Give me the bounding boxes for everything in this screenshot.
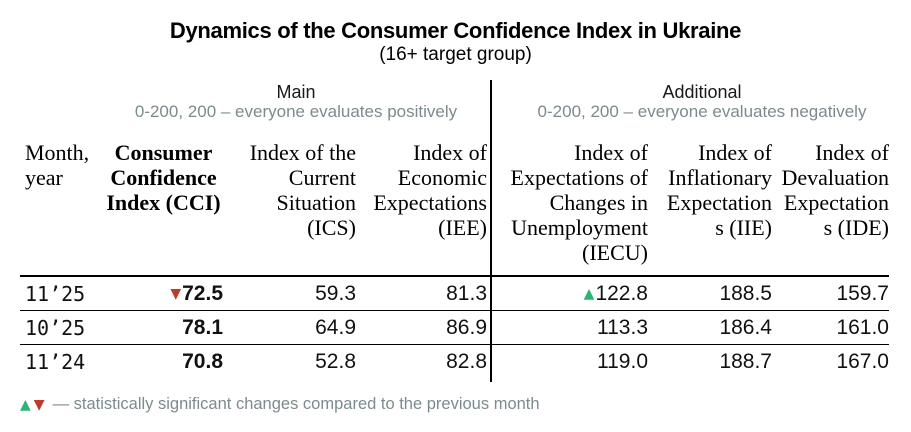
legend-down-triangle-icon: ▼ xyxy=(33,396,45,413)
iecu-value-text: 122.8 xyxy=(595,281,648,305)
cci-value-text: 72.5 xyxy=(182,281,223,305)
section-main-scale-note: 0-200, 200 – everyone evaluates positive… xyxy=(134,102,458,121)
iecu-value: 113.3 xyxy=(597,315,648,339)
cci-value: ▼ 72.5 xyxy=(100,282,227,306)
page-title: Dynamics of the Consumer Confidence Inde… xyxy=(169,18,742,43)
section-main: Main 0-200, 200 – everyone evaluates pos… xyxy=(100,82,492,122)
iee-value: 82.8 xyxy=(446,350,487,373)
iee-value: 81.3 xyxy=(446,281,487,305)
header-iie: Index of Inflationary Expectation s (IIE… xyxy=(666,140,772,240)
header-iee: Index of Economic Expectations (IEE) xyxy=(373,140,487,240)
cci-value: 70.8 xyxy=(182,350,223,373)
iie-value: 186.4 xyxy=(719,315,772,339)
ide-value: 159.7 xyxy=(836,281,889,305)
table-header-row: Month, year Consumer Confidence Index (C… xyxy=(20,140,889,277)
iecu-value: 119.0 xyxy=(597,350,648,373)
table-row: 11’25 ▼ 72.5 59.3 81.3 ▲ 122.8 188.5 159… xyxy=(20,277,889,311)
legend-up-triangle-icon: ▲ xyxy=(20,396,31,413)
table-row: 11’24 70.8 52.8 82.8 119.0 188.7 167.0 xyxy=(20,345,889,379)
header-ide: Index of Devaluation Expectation s (IDE) xyxy=(781,140,889,240)
month-value: 11’24 xyxy=(25,350,86,374)
ics-value: 59.3 xyxy=(315,281,356,305)
iecu-value: ▲ 122.8 xyxy=(490,282,648,306)
ide-value: 167.0 xyxy=(836,350,889,373)
header-month-year: Month, year xyxy=(25,140,90,190)
header-ics: Index of the Current Situation (ICS) xyxy=(249,140,356,240)
month-value: 10’25 xyxy=(25,315,86,340)
page-subtitle: (16+ target group) xyxy=(379,44,532,65)
section-additional-label: Additional xyxy=(662,82,742,102)
header-iecu: Index of Expectations of Changes in Unem… xyxy=(510,140,648,265)
iie-value: 188.5 xyxy=(719,281,772,305)
table-row: 10’25 78.1 64.9 86.9 113.3 186.4 161.0 xyxy=(20,311,889,345)
significant-decrease-icon: ▼ xyxy=(170,285,182,302)
cci-value: 78.1 xyxy=(182,315,223,339)
month-value: 11’25 xyxy=(25,281,86,306)
index-table: Month, year Consumer Confidence Index (C… xyxy=(20,140,889,379)
significance-legend: ▲ ▼ — statistically significant changes … xyxy=(20,395,540,414)
ics-value: 64.9 xyxy=(315,315,356,339)
section-main-label: Main xyxy=(276,82,316,102)
iee-value: 86.9 xyxy=(446,315,487,339)
section-additional: Additional 0-200, 200 – everyone evaluat… xyxy=(502,82,902,122)
significant-increase-icon: ▲ xyxy=(583,285,595,302)
header-cci: Consumer Confidence Index (CCI) xyxy=(106,140,221,215)
section-divider-line xyxy=(490,80,492,382)
ics-value: 52.8 xyxy=(315,350,356,373)
iie-value: 188.7 xyxy=(719,350,772,373)
section-additional-scale-note: 0-200, 200 – everyone evaluates negative… xyxy=(537,102,867,121)
ide-value: 161.0 xyxy=(836,315,889,339)
legend-text: — statistically significant changes comp… xyxy=(52,395,540,413)
